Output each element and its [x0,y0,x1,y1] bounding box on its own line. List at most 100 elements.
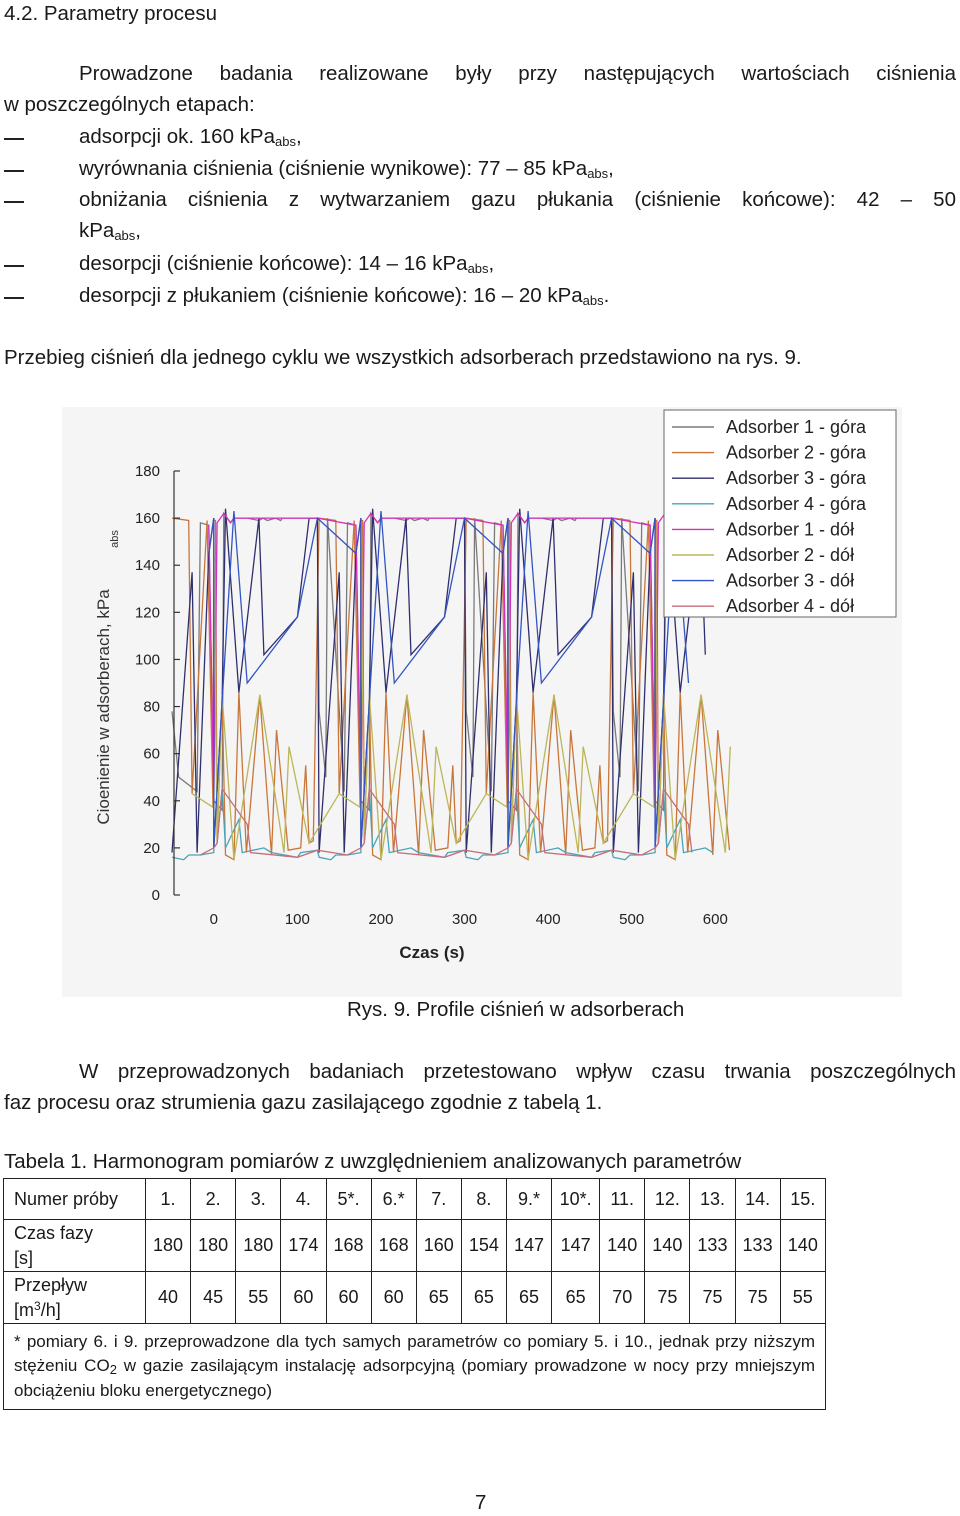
y-tick-label: 120 [135,604,160,621]
x-tick-label: 400 [536,911,561,928]
list-item-continuation: kPaabs, [79,219,141,243]
table-cell: 180 [144,1219,192,1272]
x-axis-title: Czas (s) [399,943,464,962]
y-tick-label: 60 [143,746,160,763]
intro-line-1: Prowadzone badania realizowane były przy… [79,62,956,85]
bullet-dash [4,170,24,172]
table-cell: 75 [734,1271,781,1324]
list-item: adsorpcji ok. 160 kPaabs, [79,125,302,149]
table-cell: 160 [415,1219,462,1272]
table-cell: 40 [144,1271,192,1324]
page-number: 7 [475,1491,487,1514]
pressure-chart: 0 20 40 60 80 100 120 140 160 180 0 100 200 300 400 500… [94,409,897,962]
bullet-dash [4,201,24,203]
table-cell: 168 [370,1219,417,1272]
row-label: Numer próby [3,1178,146,1220]
legend-label: Adsorber 4 - góra [726,494,867,514]
paragraph-line-1: W przeprowadzonych badaniach przetestowa… [79,1060,956,1083]
y-tick-label: 0 [152,887,160,904]
table-cell: 65 [415,1271,462,1324]
series-line [208,512,709,801]
section-heading: 4.2. Parametry procesu [4,2,218,25]
y-tick-label: 140 [135,557,160,574]
table-cell: 133 [734,1219,781,1272]
bullet-dash [4,265,24,267]
table-cell: 1. [144,1178,192,1220]
paragraph-line-2: faz procesu oraz strumienia gazu zasilaj… [4,1091,603,1114]
series-line [208,510,690,848]
table-cell: 140 [644,1219,691,1272]
y-tick-label: 80 [143,699,160,716]
table-cell: 168 [325,1219,372,1272]
x-tick-label: 600 [703,911,728,928]
table-caption: Tabela 1. Harmonogram pomiarów z uwzględ… [4,1150,742,1173]
list-item: obniżania ciśnienia z wytwarzaniem gazu … [79,188,956,211]
legend-label: Adsorber 3 - góra [726,468,867,488]
table-cell: 180 [190,1219,237,1272]
table-row: Czas fazy [s] 180 180 180 174 168 168 160 154 147… [3,1219,827,1272]
legend-label: Adsorber 2 - dół [726,545,854,565]
table-cell: 147 [551,1219,601,1272]
table-footnote: * pomiary 6. i 9. przeprowadzone dla tyc… [3,1323,826,1410]
row-label: Czas fazy [s] [3,1219,146,1272]
table-cell: 8. [460,1178,508,1220]
series-line [171,788,714,861]
table-cell: 65 [551,1271,601,1324]
table-cell: 55 [235,1271,282,1324]
table-cell: 12. [644,1178,691,1220]
intro-line-2: w poszczególnych etapach: [4,93,255,116]
table-note-row: * pomiary 6. i 9. przeprowadzone dla tyc… [3,1323,826,1410]
table-cell: 45 [190,1271,237,1324]
table-cell: 180 [235,1219,282,1272]
table-cell: 140 [599,1219,646,1272]
figure-reference: Przebieg ciśnień dla jednego cyklu we ws… [4,346,802,369]
bullet-dash [4,297,24,299]
table-cell: 75 [644,1271,691,1324]
y-tick-label: 20 [143,840,160,857]
table-cell: 60 [280,1271,327,1324]
series-line [171,517,731,861]
y-tick-label: 40 [143,793,160,810]
table-cell: 15. [779,1178,827,1220]
x-tick-label: 300 [452,911,477,928]
table-cell: 133 [689,1219,736,1272]
measurement-schedule-table: Numer próby 1. 2. 3. 4. 5*. 6.* 7. 8. 9.* 10*. 11.… [3,1178,827,1410]
table-cell: 9.* [505,1178,553,1220]
table-cell: 13. [689,1178,736,1220]
y-tick-label: 180 [135,463,160,480]
list-item: wyrównania ciśnienia (ciśnienie wynikowe… [79,157,614,181]
y-tick-label: 100 [135,651,160,668]
legend-label: Adsorber 1 - góra [726,417,867,437]
legend-box [663,409,897,618]
table-row: Numer próby 1. 2. 3. 4. 5*. 6.* 7. 8. 9.* 10*. 11.… [3,1178,827,1220]
x-tick-label: 500 [619,911,644,928]
list-item: desorpcji z płukaniem (ciśnienie końcowe… [79,284,610,308]
table-cell: 140 [779,1219,827,1272]
y-axis-title: Cioenienie w adsorberach, kPa [94,589,113,825]
table-cell: 4. [280,1178,327,1220]
table-cell: 75 [689,1271,736,1324]
table-cell: 55 [779,1271,827,1324]
table-cell: 70 [599,1271,646,1324]
table-row: Przepływ [m3/h] 40 45 55 60 60 60 65 65 65 65 70 75 7… [3,1271,827,1324]
table-cell: 5*. [325,1178,372,1220]
x-tick-label: 100 [285,911,310,928]
table-cell: 14. [734,1178,781,1220]
legend-label: Adsorber 1 - dół [726,519,854,539]
table-cell: 174 [280,1219,327,1272]
list-item: desorpcji (ciśnienie końcowe): 14 – 16 k… [79,252,495,276]
table-cell: 3. [235,1178,282,1220]
table-cell: 11. [599,1178,646,1220]
series-line [200,787,693,858]
table-cell: 154 [460,1219,508,1272]
legend-label: Adsorber 3 - dół [726,571,854,591]
y-tick-label: 160 [135,510,160,527]
legend-label: Adsorber 2 - góra [726,443,867,463]
table-cell: 6.* [370,1178,417,1220]
table-cell: 2. [190,1178,237,1220]
table-cell: 60 [370,1271,417,1324]
table-cell: 60 [325,1271,372,1324]
x-tick-label: 0 [210,911,218,928]
x-tick-label: 200 [368,911,393,928]
legend-label: Adsorber 4 - dół [726,596,854,616]
